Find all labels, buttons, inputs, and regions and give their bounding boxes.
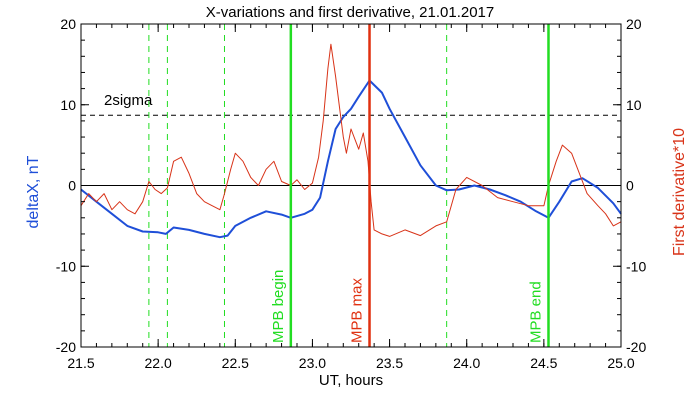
x-tick-label: 23.0 [299, 355, 326, 371]
y-tick-label-right: 10 [626, 97, 642, 113]
threshold-label: 2sigma [104, 92, 153, 109]
x-tick-label: 22.5 [222, 355, 249, 371]
marker-label: MPB begin [270, 270, 287, 343]
y-tick-label-left: -20 [56, 339, 76, 355]
x-tick-label: 22.0 [145, 355, 172, 371]
axes: 21.5 22.0 22.5 23.0 23.5 24.0 24.5 25.0-20-1001… [56, 16, 647, 371]
x-tick-label: 25.0 [607, 355, 634, 371]
y-tick-label-right: -20 [626, 339, 646, 355]
plot-area: 2sigma MPB begin MPB max MPB end [80, 24, 622, 347]
x-tick-label: 24.5 [530, 355, 557, 371]
marker-label: MPB end [527, 281, 544, 343]
y-tick-label-left: 0 [68, 178, 76, 194]
y-axis-label-left: deltaX, nT [25, 155, 42, 228]
deltax-series-line [80, 79, 622, 239]
y-axis-label-right: First derivative*10 [671, 128, 688, 256]
derivative-series-line [80, 43, 622, 237]
x-tick-label: 24.0 [453, 355, 480, 371]
y-tick-label-right: 0 [626, 178, 634, 194]
chart-title: X-variations and first derivative, 21.01… [206, 4, 495, 21]
y-tick-label-right: -10 [626, 258, 646, 274]
y-tick-label-right: 20 [626, 16, 642, 32]
marker-label: MPB max [349, 277, 366, 343]
x-tick-label: 21.5 [67, 355, 94, 371]
x-tick-label: 23.5 [376, 355, 403, 371]
y-tick-label-left: 10 [60, 97, 76, 113]
y-tick-label-left: -10 [56, 258, 76, 274]
y-tick-label-left: 20 [60, 16, 76, 32]
x-axis-label: UT, hours [319, 372, 383, 389]
